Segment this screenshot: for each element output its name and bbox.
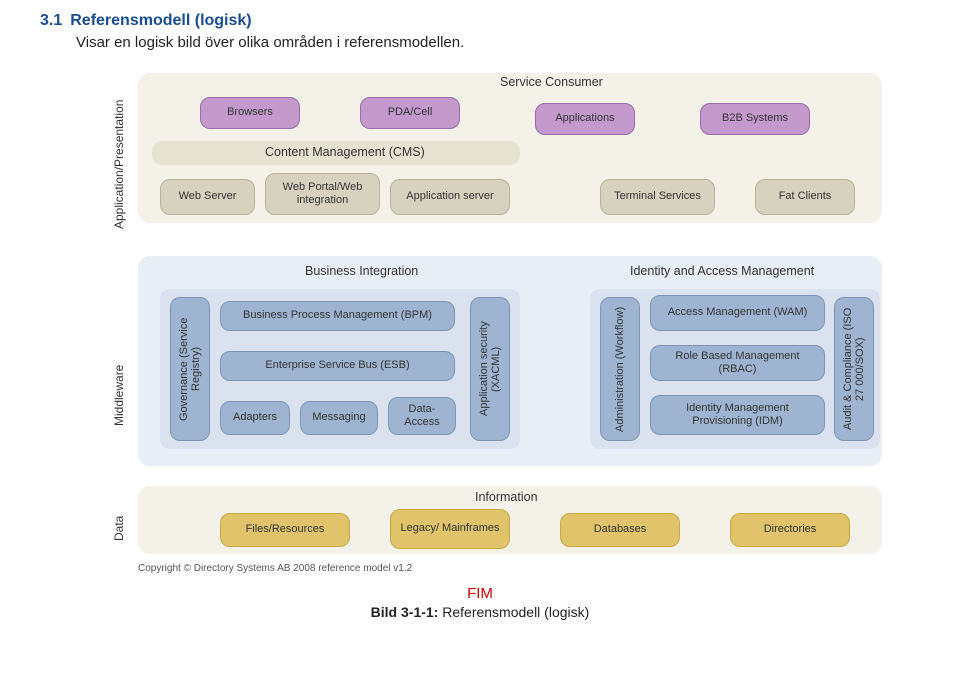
fim-label: FIM [40,585,920,602]
copyright-text: Copyright © Directory Systems AB 2008 re… [138,563,412,574]
figure-caption: Bild 3-1-1: Referensmodell (logisk) [40,604,920,620]
component-vertical-box: Application security (XACML) [470,297,510,441]
component-box: Data-Access [388,397,456,435]
component-vertical-box: Administration (Workflow) [600,297,640,441]
section-heading: 3.1 Referensmodell (logisk) [40,12,920,30]
component-box: Terminal Services [600,179,715,215]
component-box: B2B Systems [700,103,810,135]
component-box: PDA/Cell [360,97,460,129]
component-box: Applications [535,103,635,135]
component-vertical-box: Audit & Compliance (ISO 27 000/SOX) [834,297,874,441]
heading-title: Referensmodell (logisk) [70,12,251,30]
section-title: Identity and Access Management [630,264,814,278]
component-box: Fat Clients [755,179,855,215]
section-title: Service Consumer [500,75,603,89]
reference-model-diagram: Application/PresentationMiddlewareDataSe… [130,61,890,581]
component-box: Databases [560,513,680,547]
component-box: Web Server [160,179,255,215]
component-box: Adapters [220,401,290,435]
section-title: Business Integration [305,264,418,278]
caption-text: Referensmodell (logisk) [438,604,589,620]
component-box: Access Management (WAM) [650,295,825,331]
component-box: Directories [730,513,850,547]
component-box: Messaging [300,401,378,435]
component-box: Legacy/ Mainframes [390,509,510,549]
side-label: Application/Presentation [112,79,126,229]
section-title: Information [475,490,538,504]
component-box: Role Based Management (RBAC) [650,345,825,381]
section-title: Content Management (CMS) [265,145,425,159]
component-box: Identity Management Provisioning (IDM) [650,395,825,435]
component-box: Application server [390,179,510,215]
component-vertical-box: Governance (Service Registry) [170,297,210,441]
component-box: Browsers [200,97,300,129]
heading-number: 3.1 [40,12,62,30]
component-box: Enterprise Service Bus (ESB) [220,351,455,381]
section-description: Visar en logisk bild över olika områden … [76,34,920,51]
side-label: Middleware [112,306,126,426]
component-box: Files/Resources [220,513,350,547]
side-label: Data [112,491,126,541]
caption-bold: Bild 3-1-1: [371,604,439,620]
component-box: Business Process Management (BPM) [220,301,455,331]
component-box: Web Portal/Web integration [265,173,380,215]
